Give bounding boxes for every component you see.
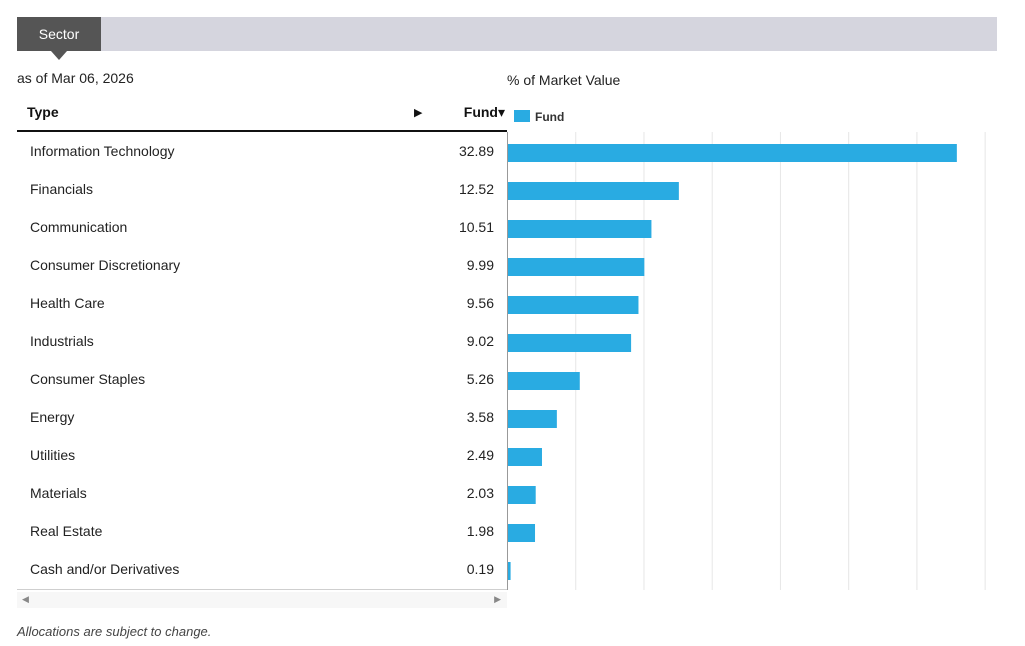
- table-row: Financials 12.52: [17, 170, 507, 208]
- bar-materials[interactable]: [508, 486, 536, 504]
- tab-sector[interactable]: Sector: [17, 17, 101, 51]
- sector-name: Information Technology: [30, 143, 175, 159]
- bar-chart: [507, 132, 986, 590]
- table-row: Consumer Staples 5.26: [17, 360, 507, 398]
- bar-industrials[interactable]: [508, 334, 632, 352]
- bar-utilities[interactable]: [508, 448, 542, 466]
- scroll-left-icon[interactable]: ◀: [22, 594, 29, 604]
- sector-name: Industrials: [30, 333, 94, 349]
- sector-name: Consumer Discretionary: [30, 257, 181, 273]
- fund-value: 5.26: [466, 371, 494, 387]
- sector-name: Materials: [30, 485, 87, 501]
- fund-value: 3.58: [466, 409, 494, 425]
- sector-name: Energy: [30, 409, 75, 425]
- horizontal-scrollbar[interactable]: ◀ ▶: [17, 592, 507, 608]
- fund-value: 10.51: [458, 219, 494, 235]
- bar-information-technology[interactable]: [508, 144, 957, 162]
- table-row: Utilities 2.49: [17, 436, 507, 474]
- legend-label: Fund: [535, 110, 565, 124]
- sector-name: Communication: [30, 219, 128, 235]
- bar-financials[interactable]: [508, 182, 679, 200]
- sector-name: Utilities: [30, 447, 76, 463]
- table-row: Materials 2.03: [17, 474, 507, 512]
- column-header-type: Type: [27, 104, 59, 120]
- legend-swatch: [514, 110, 530, 122]
- chart-title: % of Market Value: [507, 72, 621, 88]
- sector-table-body: Information Technology 32.89 Financials 12.…: [17, 132, 507, 588]
- fund-value: 9.99: [466, 257, 494, 273]
- bar-cash-and-or-derivatives[interactable]: [508, 562, 511, 580]
- bar-health-care[interactable]: [508, 296, 639, 314]
- fund-value: 2.03: [466, 485, 494, 501]
- table-row: Industrials 9.02: [17, 322, 507, 360]
- table-row: Cash and/or Derivatives 0.19: [17, 550, 507, 588]
- table-row: Consumer Discretionary 9.99: [17, 246, 507, 284]
- table-row: Information Technology 32.89: [17, 132, 507, 170]
- table-header: Type ▶ Fund▾: [17, 94, 507, 132]
- column-header-fund[interactable]: Fund▾: [463, 104, 505, 120]
- fund-value: 12.52: [458, 181, 494, 197]
- tab-sector-label: Sector: [38, 26, 80, 42]
- tab-bar: Sector: [17, 17, 997, 60]
- fund-value: 9.56: [466, 295, 494, 311]
- sector-name: Cash and/or Derivatives: [30, 561, 180, 577]
- footnote: Allocations are subject to change.: [17, 624, 212, 639]
- fund-value: 1.98: [466, 523, 494, 539]
- fund-value: 2.49: [466, 447, 494, 463]
- bar-real-estate[interactable]: [508, 524, 536, 542]
- as-of-date: as of Mar 06, 2026: [17, 70, 134, 86]
- table-row: Energy 3.58: [17, 398, 507, 436]
- fund-value: 0.19: [466, 561, 494, 577]
- fund-value: 9.02: [466, 333, 494, 349]
- tab-active-pointer: [51, 51, 67, 60]
- table-row: Real Estate 1.98: [17, 512, 507, 550]
- table-row: Health Care 9.56: [17, 284, 507, 322]
- table-bottom-border: [17, 589, 507, 590]
- scroll-right-icon[interactable]: ▶: [494, 594, 501, 604]
- sort-arrow-icon[interactable]: ▶: [414, 107, 423, 119]
- bar-energy[interactable]: [508, 410, 557, 428]
- sector-name: Consumer Staples: [30, 371, 146, 387]
- sector-name: Real Estate: [30, 523, 103, 539]
- bar-communication[interactable]: [508, 220, 652, 238]
- bar-consumer-staples[interactable]: [508, 372, 580, 390]
- sector-name: Health Care: [30, 295, 105, 311]
- chart-legend: Fund: [514, 110, 564, 124]
- sector-name: Financials: [30, 181, 94, 197]
- bar-consumer-discretionary[interactable]: [508, 258, 645, 276]
- table-row: Communication 10.51: [17, 208, 507, 246]
- fund-value: 32.89: [458, 143, 494, 159]
